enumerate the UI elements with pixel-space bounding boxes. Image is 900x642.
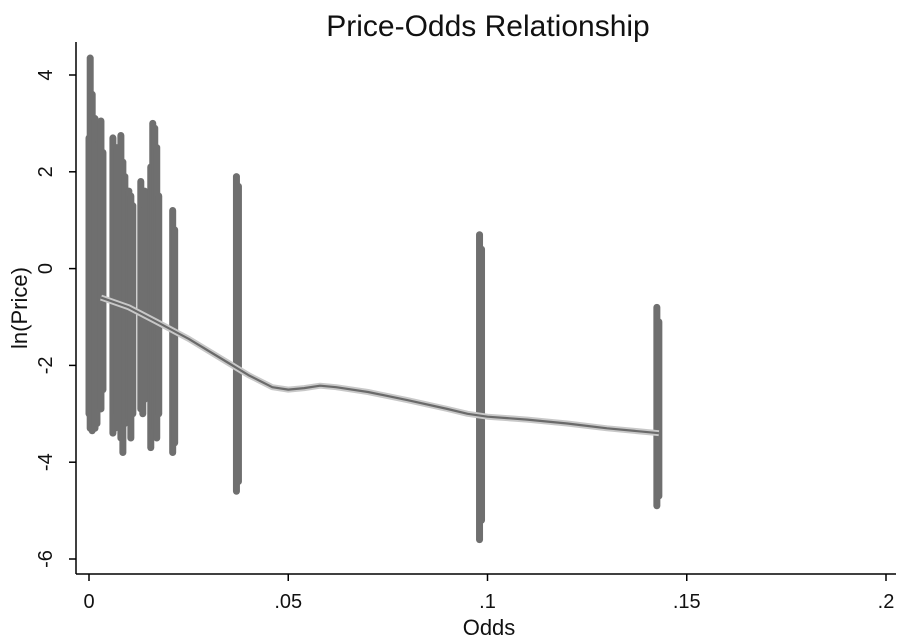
fit-confidence-band: [100, 294, 660, 437]
x-axis-label: Odds: [463, 615, 516, 640]
y-tick-label: -2: [35, 357, 57, 375]
x-tick-label: .05: [274, 591, 302, 613]
x-tick-label: .1: [479, 591, 496, 613]
y-tick-label: -4: [35, 453, 57, 471]
y-axis-ticks: -6 -4 -2 0 2 4: [35, 69, 76, 568]
y-tick-label: 2: [35, 166, 57, 177]
y-tick-label: 0: [35, 263, 57, 274]
plot-area: [85, 54, 663, 544]
y-tick-label: -6: [35, 550, 57, 568]
y-axis-label: ln(Price): [7, 267, 32, 349]
x-tick-label: 0: [83, 591, 94, 613]
y-tick-label: 4: [35, 69, 57, 80]
x-tick-label: .2: [878, 591, 895, 613]
chart-title: Price-Odds Relationship: [326, 10, 649, 43]
fit-line: [100, 296, 660, 435]
x-tick-label: .15: [673, 591, 701, 613]
x-axis-ticks: 0 .05 .1 .15 .2: [83, 574, 894, 613]
